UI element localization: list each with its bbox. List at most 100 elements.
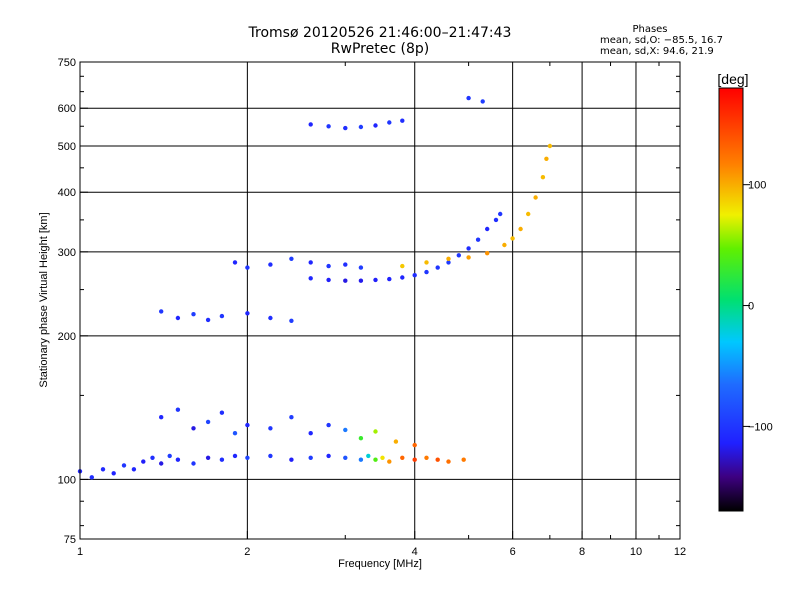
data-point: [89, 475, 95, 480]
data-points: [77, 95, 553, 480]
data-point: [268, 262, 273, 267]
x-tick-label: 10: [630, 546, 642, 558]
y-tick-label: 200: [58, 331, 76, 343]
data-point: [100, 467, 106, 472]
y-tick-label: 300: [58, 247, 76, 259]
x-tick-label: 8: [579, 546, 585, 558]
data-point: [498, 211, 503, 217]
colorbar-tick-label: 0: [748, 301, 754, 313]
data-point: [373, 277, 378, 283]
data-point: [205, 455, 211, 460]
data-point: [533, 195, 538, 200]
data-point: [245, 311, 250, 316]
data-point: [518, 226, 523, 232]
data-point: [544, 156, 549, 161]
data-point: [245, 455, 250, 460]
data-point: [308, 431, 313, 436]
x-tick-label: 2: [244, 546, 250, 558]
data-point: [308, 455, 313, 460]
data-point: [219, 410, 225, 415]
data-point: [268, 453, 273, 459]
data-point: [326, 422, 331, 428]
data-point: [308, 260, 313, 265]
data-point: [358, 265, 364, 270]
data-point: [485, 226, 490, 232]
data-point: [343, 278, 348, 283]
data-point: [446, 256, 451, 261]
data-point: [366, 453, 371, 459]
colorbar-label: [deg]: [717, 71, 748, 87]
colorbar-gradient: [718, 87, 744, 512]
data-point: [466, 95, 471, 101]
data-point: [326, 124, 331, 129]
data-point: [358, 124, 364, 130]
plot-frame: [79, 61, 681, 540]
data-point: [400, 118, 405, 123]
phases-box: Phases mean, sd,O: −85.5, 16.7 mean, sd,…: [600, 24, 723, 57]
data-point: [308, 276, 313, 281]
data-point: [326, 263, 331, 269]
data-point: [268, 426, 273, 431]
data-point: [387, 276, 392, 282]
data-point: [191, 426, 196, 431]
x-axis-label: Frequency [MHz]: [338, 558, 422, 570]
data-point: [326, 277, 331, 283]
chart-title: Tromsø 20120526 21:46:00–21:47:43: [248, 25, 512, 41]
data-point: [175, 315, 181, 321]
data-point: [461, 457, 466, 462]
data-point: [175, 457, 181, 462]
data-point: [435, 457, 440, 462]
x-tick-label: 1: [77, 546, 83, 558]
data-point: [400, 275, 405, 280]
y-tick-label: 500: [58, 141, 76, 153]
data-point: [343, 427, 348, 433]
data-point: [131, 467, 137, 472]
data-point: [466, 255, 471, 260]
data-point: [502, 242, 507, 248]
data-point: [493, 217, 499, 223]
data-point: [358, 436, 364, 441]
data-point: [232, 453, 238, 459]
data-point: [412, 442, 417, 448]
x-tick-label: 4: [412, 546, 418, 558]
y-tick-label: 750: [58, 57, 76, 69]
data-point: [412, 457, 417, 462]
data-point: [526, 211, 531, 217]
chart-subtitle: RwPretec (8p): [330, 41, 430, 57]
grid-lines: [80, 62, 680, 539]
data-point: [205, 317, 211, 323]
data-point: [159, 461, 164, 466]
y-tick-label: 600: [58, 103, 76, 115]
data-point: [400, 455, 405, 460]
data-point: [245, 265, 250, 270]
data-point: [219, 313, 225, 319]
y-tick-label: 100: [58, 474, 76, 486]
data-point: [159, 309, 164, 314]
data-point: [141, 459, 146, 464]
data-point: [380, 455, 385, 460]
y-tick-label: 400: [58, 187, 76, 199]
data-point: [393, 439, 399, 444]
data-point: [150, 455, 155, 460]
data-point: [435, 265, 440, 270]
data-point: [232, 431, 238, 436]
data-point: [485, 251, 490, 256]
colorbar: 100 0 −100 [deg]: [717, 71, 773, 512]
data-point: [387, 459, 392, 464]
data-point: [289, 457, 294, 462]
phases-line-x: mean, sd,X: 94.6, 21.9: [600, 46, 714, 57]
data-point: [191, 461, 196, 466]
data-point: [373, 457, 378, 462]
data-point: [289, 318, 294, 323]
data-point: [373, 429, 378, 434]
data-point: [232, 260, 238, 265]
colorbar-ticks: 100 0 −100: [743, 180, 773, 433]
x-tick-label: 12: [674, 546, 686, 558]
data-point: [343, 262, 348, 267]
data-point: [480, 99, 485, 104]
data-point: [424, 260, 429, 265]
y-axis-label: Stationary phase Virtual Height [km]: [38, 212, 50, 387]
data-point: [400, 263, 405, 269]
